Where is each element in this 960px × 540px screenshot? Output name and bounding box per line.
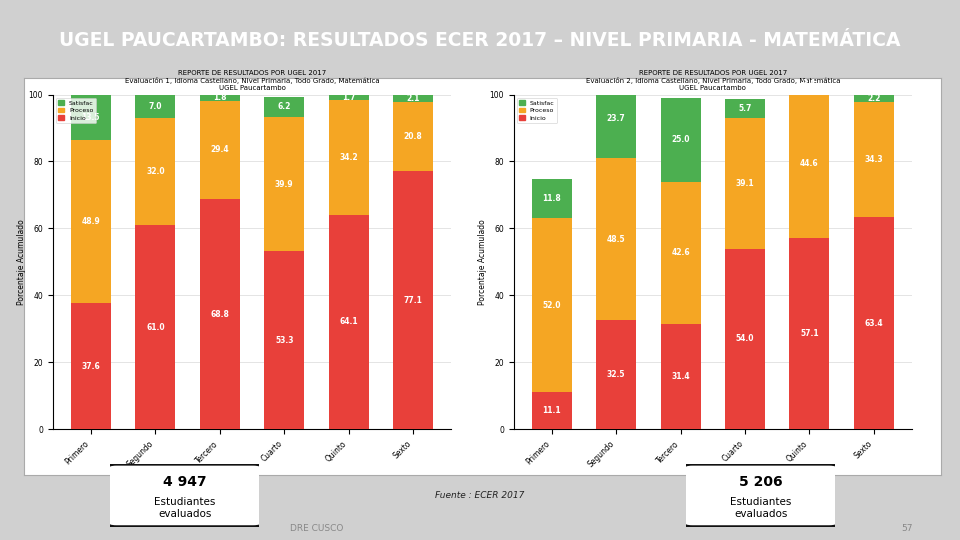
Bar — [394, 171, 433, 429]
Text: 32.0: 32.0 — [146, 167, 165, 176]
Bar — [71, 140, 110, 303]
Text: 29.4: 29.4 — [210, 145, 229, 154]
Text: 57.1: 57.1 — [800, 329, 819, 338]
Bar — [789, 89, 829, 238]
Text: 54.0: 54.0 — [735, 334, 755, 343]
Bar — [854, 95, 894, 102]
Text: 1.7: 1.7 — [342, 93, 355, 102]
Bar — [789, 77, 829, 89]
Legend: Satisfac, Proceso, Inicio: Satisfac, Proceso, Inicio — [56, 98, 96, 123]
Text: 25.0: 25.0 — [671, 135, 690, 144]
Bar — [596, 321, 636, 429]
FancyBboxPatch shape — [684, 464, 838, 526]
Text: 61.0: 61.0 — [146, 323, 165, 332]
Bar — [264, 117, 304, 251]
Text: 2.1: 2.1 — [406, 93, 420, 103]
Bar — [328, 215, 369, 429]
Bar — [328, 94, 369, 100]
Title: REPORTE DE RESULTADOS POR UGEL 2017
Evaluación 2, Idioma Castellano, Nivel Prima: REPORTE DE RESULTADOS POR UGEL 2017 Eval… — [586, 70, 840, 91]
Bar — [725, 248, 765, 429]
Bar — [135, 118, 176, 225]
Text: 52.0: 52.0 — [542, 301, 561, 309]
Text: 53.3: 53.3 — [275, 335, 294, 345]
Bar — [71, 94, 110, 140]
Bar — [854, 102, 894, 217]
Bar — [135, 94, 176, 118]
Text: 1.8: 1.8 — [213, 93, 227, 102]
Text: 7.0: 7.0 — [149, 102, 162, 111]
Text: Estudiantes
evaluados: Estudiantes evaluados — [731, 497, 791, 518]
Text: 20.8: 20.8 — [404, 132, 422, 141]
Text: 57: 57 — [901, 524, 913, 532]
Bar — [394, 102, 433, 171]
Text: 3.4: 3.4 — [803, 79, 816, 87]
Text: 11.8: 11.8 — [542, 194, 561, 203]
Text: 31.4: 31.4 — [671, 372, 690, 381]
Y-axis label: Porcentaje Acumulado: Porcentaje Acumulado — [16, 219, 26, 305]
Text: 11.1: 11.1 — [542, 406, 561, 415]
Text: 13.5: 13.5 — [82, 113, 100, 122]
Text: 2.2: 2.2 — [867, 94, 880, 103]
Text: 5 206: 5 206 — [739, 475, 782, 489]
FancyBboxPatch shape — [108, 464, 262, 526]
Bar — [596, 158, 636, 321]
Text: 23.7: 23.7 — [607, 114, 626, 123]
Bar — [660, 181, 701, 324]
Bar — [725, 118, 765, 248]
Text: 77.1: 77.1 — [403, 296, 422, 305]
Text: DRE CUSCO: DRE CUSCO — [290, 524, 344, 532]
Bar — [135, 225, 176, 429]
Text: 68.8: 68.8 — [210, 309, 229, 319]
Text: Estudiantes
evaluados: Estudiantes evaluados — [155, 497, 215, 518]
Bar — [200, 199, 240, 429]
Bar — [660, 98, 701, 181]
Bar — [596, 79, 636, 158]
Text: 34.2: 34.2 — [339, 153, 358, 162]
Bar — [71, 303, 110, 429]
Text: 42.6: 42.6 — [671, 248, 690, 258]
Text: 5.7: 5.7 — [738, 104, 752, 112]
Text: 48.9: 48.9 — [82, 217, 100, 226]
Text: 32.5: 32.5 — [607, 370, 625, 380]
Title: REPORTE DE RESULTADOS POR UGEL 2017
Evaluación 1, Idioma Castellano, Nivel Prima: REPORTE DE RESULTADOS POR UGEL 2017 Eval… — [125, 70, 379, 91]
Text: 63.4: 63.4 — [865, 319, 883, 328]
Bar — [328, 100, 369, 215]
Legend: Satisfac, Proceso, Inicio: Satisfac, Proceso, Inicio — [516, 98, 557, 123]
Text: 48.5: 48.5 — [607, 235, 626, 244]
Bar — [532, 392, 571, 429]
Bar — [264, 251, 304, 429]
Text: 4 947: 4 947 — [163, 475, 206, 489]
Bar — [200, 100, 240, 199]
Text: 39.9: 39.9 — [275, 180, 294, 188]
Text: 39.1: 39.1 — [735, 179, 755, 187]
Bar — [660, 324, 701, 429]
Text: 6.2: 6.2 — [277, 103, 291, 111]
Bar — [200, 94, 240, 100]
Text: 44.6: 44.6 — [800, 159, 819, 168]
Text: Fuente : ECER 2017: Fuente : ECER 2017 — [435, 491, 525, 500]
Text: 37.6: 37.6 — [82, 362, 100, 371]
Bar — [725, 98, 765, 118]
Text: 64.1: 64.1 — [339, 318, 358, 327]
Bar — [394, 94, 433, 102]
Bar — [532, 179, 571, 218]
Text: 34.3: 34.3 — [865, 155, 883, 164]
Bar — [532, 218, 571, 392]
Text: UGEL PAUCARTAMBO: RESULTADOS ECER 2017 – NIVEL PRIMARIA - MATEMÁTICA: UGEL PAUCARTAMBO: RESULTADOS ECER 2017 –… — [60, 31, 900, 50]
Bar — [854, 217, 894, 429]
Bar — [264, 97, 304, 117]
Bar — [789, 238, 829, 429]
Y-axis label: Porcentaje Acumulado: Porcentaje Acumulado — [478, 219, 487, 305]
